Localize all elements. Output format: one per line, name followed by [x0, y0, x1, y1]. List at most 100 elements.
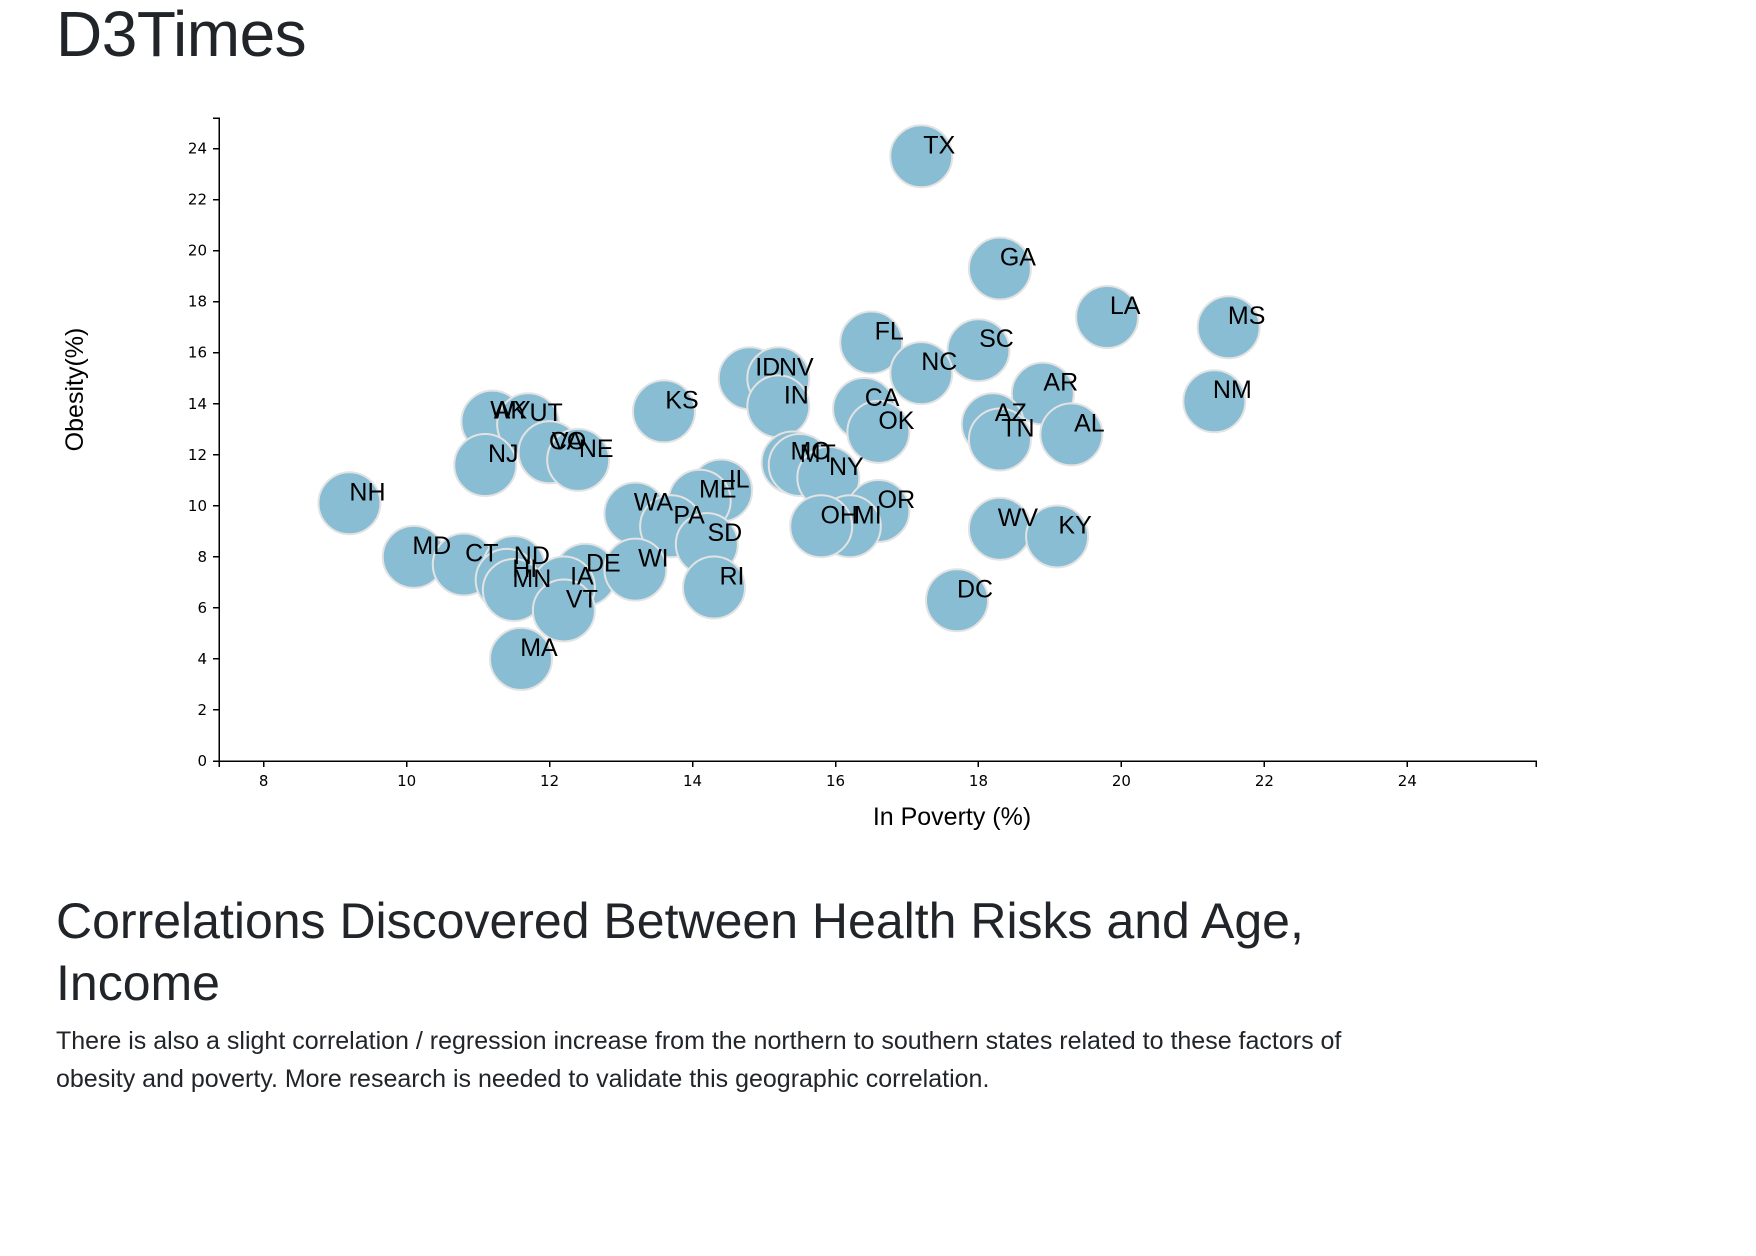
- state-label-md: MD: [412, 532, 451, 560]
- state-marker-al[interactable]: [1039, 402, 1104, 467]
- y-tick-label: 24: [188, 140, 207, 158]
- state-label-me: ME: [699, 476, 737, 504]
- state-label-nd: ND: [514, 542, 550, 570]
- state-label-mi: MI: [854, 501, 882, 529]
- state-label-ut: UT: [529, 399, 562, 427]
- state-label-wv: WV: [998, 504, 1039, 532]
- state-label-mn: MN: [512, 565, 551, 593]
- state-label-wi: WI: [638, 545, 669, 573]
- y-tick-label: 12: [188, 446, 207, 464]
- state-marker-ga[interactable]: [967, 236, 1032, 301]
- state-label-co: CO: [549, 427, 587, 455]
- y-tick-label: 2: [197, 701, 207, 719]
- y-axis-title: Obesity(%): [61, 328, 89, 452]
- scatter-chart-container: 8 10 12 14 16 18 20 22 24 0 2 4 6 8 10 12 14 16 18 20 22 24 …: [0, 100, 1756, 860]
- state-marker-wi[interactable]: [603, 537, 668, 602]
- state-marker-nh[interactable]: [317, 471, 382, 536]
- y-tick-label: 0: [197, 752, 207, 770]
- x-tick-label: 20: [1112, 772, 1131, 790]
- x-tick-label: 16: [826, 772, 845, 790]
- state-label-ky: KY: [1058, 511, 1092, 539]
- state-marker-dc[interactable]: [925, 568, 990, 633]
- state-label-hi: HI: [512, 555, 537, 583]
- state-label-wa: WA: [634, 488, 674, 516]
- section-paragraph: There is also a slight correlation / reg…: [56, 1027, 1342, 1093]
- x-axis: 8 10 12 14 16 18 20 22 24: [218, 760, 1537, 790]
- state-label-ok: OK: [878, 407, 914, 435]
- state-label-ct: CT: [465, 540, 498, 568]
- state-label-wy: WY: [490, 397, 531, 425]
- x-tick-label: 14: [683, 772, 702, 790]
- state-label-ar: AR: [1043, 369, 1078, 397]
- state-label-ms: MS: [1228, 302, 1266, 330]
- state-marker-oh[interactable]: [789, 494, 854, 559]
- section-heading: Correlations Discovered Between Health R…: [56, 893, 1304, 1011]
- x-tick-label: 18: [969, 772, 988, 790]
- state-marker-tx[interactable]: [889, 124, 954, 189]
- state-marker-ok[interactable]: [846, 399, 911, 464]
- state-label-ak: AK: [494, 397, 528, 425]
- state-marker-nj[interactable]: [453, 433, 518, 498]
- state-label-ne: NE: [579, 435, 614, 463]
- x-axis-line: [218, 760, 1537, 767]
- y-tick-label: 8: [197, 548, 207, 566]
- x-tick-label: 12: [540, 772, 559, 790]
- state-marker-ma[interactable]: [488, 626, 553, 691]
- y-axis-line: [213, 117, 220, 762]
- state-label-fl: FL: [875, 318, 904, 346]
- state-marker-tn[interactable]: [967, 407, 1032, 472]
- x-axis-title: In Poverty (%): [873, 803, 1031, 831]
- state-marker-ky[interactable]: [1025, 504, 1090, 569]
- state-label-il: IL: [729, 466, 750, 494]
- state-label-ks: KS: [665, 386, 698, 414]
- state-marker-la[interactable]: [1075, 285, 1140, 350]
- state-marker-ms[interactable]: [1196, 295, 1261, 360]
- state-label-dc: DC: [957, 575, 993, 603]
- state-marker-nc[interactable]: [889, 341, 954, 406]
- state-label-tx: TX: [923, 131, 955, 159]
- state-label-ga: GA: [1000, 244, 1036, 272]
- state-label-nv: NV: [779, 353, 814, 381]
- y-tick-label: 18: [188, 293, 207, 311]
- state-marker-ne[interactable]: [546, 427, 611, 492]
- state-marker-ri[interactable]: [681, 555, 746, 620]
- state-label-ri: RI: [719, 562, 744, 590]
- y-tick-label: 10: [188, 497, 207, 515]
- state-label-or: OR: [878, 486, 916, 514]
- state-marker-vt[interactable]: [531, 578, 596, 643]
- state-label-la: LA: [1110, 292, 1141, 320]
- x-tick-label: 8: [259, 772, 269, 790]
- y-tick-label: 22: [188, 191, 207, 209]
- state-label-al: AL: [1074, 409, 1105, 437]
- page-title: D3Times: [56, 0, 307, 70]
- state-marker-fl[interactable]: [839, 310, 904, 375]
- state-label-az: AZ: [995, 399, 1027, 427]
- state-label-nj: NJ: [488, 440, 519, 468]
- state-marker-ks[interactable]: [631, 379, 696, 444]
- y-tick-label: 20: [188, 242, 207, 260]
- state-label-nc: NC: [921, 348, 957, 376]
- state-label-mo: MO: [790, 437, 830, 465]
- state-label-tn: TN: [1001, 415, 1034, 443]
- state-label-ca: CA: [865, 384, 900, 412]
- scatter-chart: 8 10 12 14 16 18 20 22 24 024681012141618202224 …: [61, 117, 1537, 831]
- state-label-nm: NM: [1213, 376, 1252, 404]
- state-label-nh: NH: [349, 478, 385, 506]
- state-label-ia: IA: [570, 562, 594, 590]
- y-tick-label: 6: [197, 599, 207, 617]
- state-label-id: ID: [755, 353, 780, 381]
- state-label-sc: SC: [979, 325, 1014, 353]
- x-tick-label: 22: [1255, 772, 1274, 790]
- state-label-pa: PA: [673, 501, 705, 529]
- state-marker-nm[interactable]: [1182, 369, 1247, 434]
- state-label-ma: MA: [520, 634, 558, 662]
- state-label-sd: SD: [707, 519, 742, 547]
- state-label-in: IN: [784, 381, 809, 409]
- state-marker-sc[interactable]: [946, 318, 1011, 383]
- y-tick-label: 16: [188, 344, 207, 362]
- x-tick-label: 10: [397, 772, 416, 790]
- x-tick-label: 24: [1398, 772, 1417, 790]
- state-label-va: VA: [552, 427, 584, 455]
